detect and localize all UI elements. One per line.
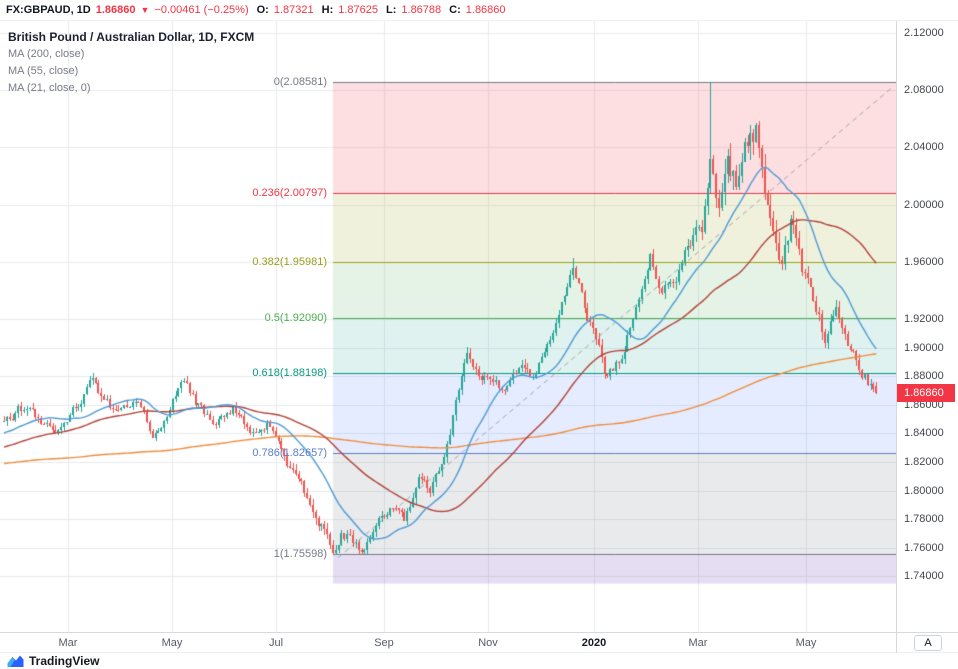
close-label: C: bbox=[449, 4, 461, 16]
high-value: 1.87625 bbox=[338, 4, 378, 16]
price-tick-1.84000: 1.84000 bbox=[904, 427, 944, 440]
open-value: 1.87321 bbox=[273, 4, 314, 16]
time-label-2020: 2020 bbox=[581, 637, 607, 649]
chart-legend: British Pound / Australian Dollar, 1D, F… bbox=[8, 28, 254, 97]
price-tick-1.80000: 1.80000 bbox=[904, 484, 944, 497]
fib-level-label-0.382: 0.382(1.95981) bbox=[252, 256, 327, 269]
corner-a-button[interactable]: A bbox=[914, 635, 942, 651]
time-axis[interactable]: A Mar May Jul Sep Nov 2020 Mar May bbox=[0, 632, 958, 653]
fib-level-label-1: 1(1.75598) bbox=[273, 547, 327, 560]
low-value: 1.86788 bbox=[401, 4, 442, 16]
open-label: O: bbox=[256, 4, 269, 16]
time-label-sep: Sep bbox=[374, 637, 394, 649]
down-arrow-icon: ▼ bbox=[140, 5, 150, 15]
last-price-badge: 1.86860 bbox=[897, 383, 955, 402]
close-value: 1.86860 bbox=[465, 4, 506, 16]
legend-symbol-title[interactable]: British Pound / Australian Dollar, 1D, F… bbox=[8, 30, 255, 44]
fib-level-label-0.236: 0.236(2.00797) bbox=[252, 187, 327, 200]
legend-ma-21[interactable]: MA (21, close, 0) bbox=[8, 82, 91, 94]
time-label-may: May bbox=[161, 637, 183, 649]
low-label: L: bbox=[386, 4, 397, 16]
price-chart-canvas[interactable] bbox=[0, 21, 896, 632]
price-tick-1.76000: 1.76000 bbox=[904, 541, 944, 554]
axis-corner-divider bbox=[896, 633, 897, 653]
symbol-info-bar: FX:GBPAUD, 1D 1.86860 ▼ −0.00461 (−0.25%… bbox=[0, 0, 958, 21]
price-tick-1.88000: 1.88000 bbox=[904, 370, 944, 383]
chart-area: British Pound / Australian Dollar, 1D, F… bbox=[0, 21, 896, 632]
time-label-nov: Nov bbox=[478, 637, 498, 649]
price-tick-1.78000: 1.78000 bbox=[904, 513, 944, 526]
tradingview-brand-text[interactable]: TradingView bbox=[29, 654, 100, 668]
time-label-jul: Jul bbox=[268, 637, 284, 649]
footer-bar: TradingView bbox=[0, 653, 958, 669]
tradingview-logo-icon[interactable] bbox=[7, 655, 24, 667]
price-change: −0.00461 (−0.25%) bbox=[154, 4, 249, 16]
chart-row: British Pound / Australian Dollar, 1D, F… bbox=[0, 21, 958, 632]
price-tick-2.00000: 2.00000 bbox=[904, 198, 944, 211]
price-tick-1.74000: 1.74000 bbox=[904, 570, 944, 583]
price-tick-2.08000: 2.08000 bbox=[904, 84, 944, 97]
legend-ma-55[interactable]: MA (55, close) bbox=[8, 65, 79, 77]
last-price: 1.86860 bbox=[95, 4, 136, 16]
price-tick-1.92000: 1.92000 bbox=[904, 313, 944, 325]
price-tick-1.96000: 1.96000 bbox=[904, 255, 944, 268]
price-tick-2.04000: 2.04000 bbox=[904, 141, 944, 154]
fib-level-label-0.618: 0.618(1.88198) bbox=[252, 367, 327, 380]
price-tick-2.12000: 2.12000 bbox=[904, 27, 944, 39]
fib-level-label-0: 0(2.08581) bbox=[273, 75, 327, 88]
time-label-may: May bbox=[795, 637, 817, 649]
legend-ma-200[interactable]: MA (200, close) bbox=[8, 48, 85, 60]
price-tick-1.86000: 1.86000 bbox=[904, 398, 944, 411]
price-tick-1.90000: 1.90000 bbox=[904, 341, 944, 354]
price-axis[interactable]: 2.12000 2.08000 2.04000 2.00000 1.96000 1.920… bbox=[896, 21, 958, 632]
price-tick-1.82000: 1.82000 bbox=[904, 456, 944, 468]
high-label: H: bbox=[321, 4, 334, 16]
fib-level-label-0.786: 0.786(1.82657) bbox=[252, 446, 327, 459]
fib-level-label-0.5: 0.5(1.92090) bbox=[264, 311, 327, 324]
time-label-mar: Mar bbox=[688, 637, 708, 649]
symbol-name[interactable]: FX:GBPAUD, 1D bbox=[6, 4, 91, 16]
time-label-mar: Mar bbox=[58, 637, 78, 649]
